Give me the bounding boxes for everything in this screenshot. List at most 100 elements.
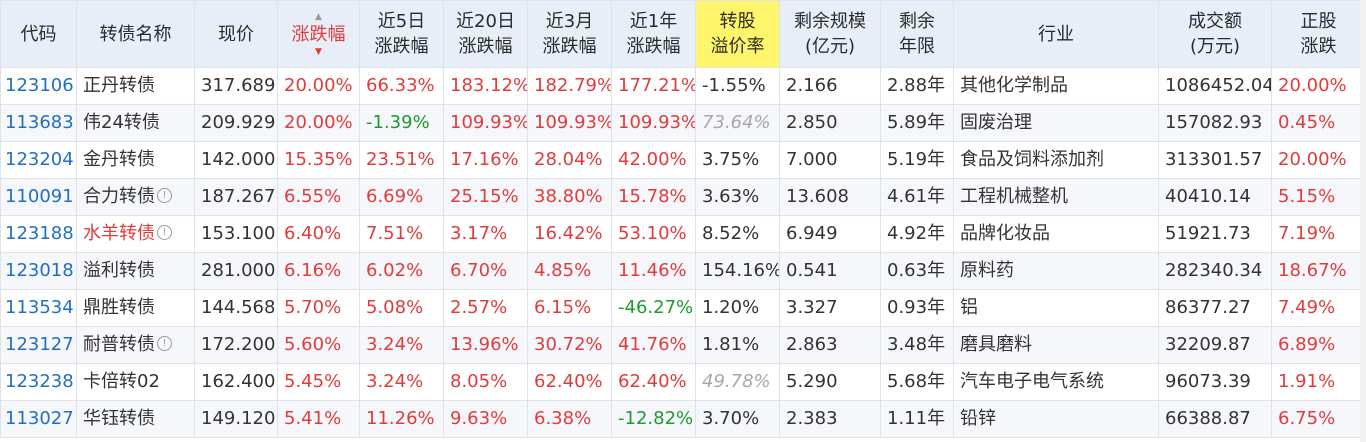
scale-cell-text: 6.949 <box>786 223 838 244</box>
bond-code-link[interactable]: 113027 <box>0 400 77 438</box>
years-cell: 3.48年 <box>880 326 954 364</box>
bond-name[interactable]: 金丹转债 <box>76 141 195 179</box>
bond-name-text[interactable]: 伟24转债 <box>83 112 160 133</box>
premium-cell: -1.55% <box>695 67 780 105</box>
bond-code-link[interactable]: 123106 <box>0 67 77 105</box>
change-3m-cell: 4.85% <box>527 252 612 290</box>
scale-cell-text: 2.850 <box>786 112 838 133</box>
industry-cell-text: 磨具磨料 <box>960 334 1032 355</box>
bond-code-link-text[interactable]: 123238 <box>5 371 74 392</box>
turnover-cell-text: 313301.57 <box>1165 149 1263 170</box>
price-cell: 153.100 <box>194 215 278 253</box>
stock-change-cell: 0.45% <box>1271 104 1366 142</box>
col-header-change[interactable]: ▲ 涨跌幅 ▼ <box>277 0 360 68</box>
bond-code-link[interactable]: 123188 <box>0 215 77 253</box>
col-header-remaining-years[interactable]: 剩余 年限 <box>880 0 954 68</box>
table-row[interactable]: 123238 卡倍转02 162.400 5.45% 3.24% 8.05% 62.40% 6… <box>0 363 1366 401</box>
bond-name[interactable]: 正丹转债 <box>76 67 195 105</box>
col-header-price[interactable]: 现价 <box>194 0 278 68</box>
change-cell: 6.40% <box>277 215 360 253</box>
change-20d-cell-text: 8.05% <box>450 371 508 392</box>
bond-code-link[interactable]: 113683 <box>0 104 77 142</box>
turnover-cell-text: 40410.14 <box>1165 186 1251 207</box>
years-cell-text: 1.11年 <box>887 408 946 429</box>
bond-code-link[interactable]: 113534 <box>0 289 77 327</box>
bond-name-text[interactable]: 卡倍转02 <box>83 371 160 392</box>
bond-name[interactable]: 鼎胜转债 <box>76 289 195 327</box>
col-header-conversion-premium[interactable]: 转股 溢价率 <box>695 0 780 68</box>
industry-cell: 品牌化妆品 <box>953 215 1159 253</box>
bond-code-link-text[interactable]: 123127 <box>5 334 74 355</box>
years-cell-text: 4.92年 <box>887 223 946 244</box>
info-icon[interactable]: ! <box>157 336 172 351</box>
info-icon[interactable]: ! <box>157 225 172 240</box>
premium-cell: 49.78% <box>695 363 780 401</box>
bond-name-text[interactable]: 合力转债 <box>83 186 155 207</box>
change-cell: 20.00% <box>277 104 360 142</box>
bond-name-text[interactable]: 耐普转债 <box>83 334 155 355</box>
bond-name[interactable]: 耐普转债! <box>76 326 195 364</box>
col-header-remaining-scale[interactable]: 剩余规模 (亿元) <box>779 0 881 68</box>
bond-code-link[interactable]: 123127 <box>0 326 77 364</box>
table-row[interactable]: 110091 合力转债! 187.267 6.55% 6.69% 25.15% 38.80%… <box>0 178 1366 216</box>
bond-code-link-text[interactable]: 123018 <box>5 260 74 281</box>
industry-cell-text: 食品及饲料添加剂 <box>960 149 1104 170</box>
bond-code-link[interactable]: 123204 <box>0 141 77 179</box>
bond-name-text[interactable]: 正丹转债 <box>83 75 155 96</box>
stock-change-cell-text: 18.67% <box>1278 260 1347 281</box>
scrollbar-track[interactable] <box>1360 0 1366 442</box>
bond-code-link-text[interactable]: 113027 <box>5 408 74 429</box>
bond-name-text[interactable]: 溢利转债 <box>83 260 155 281</box>
bond-name-text[interactable]: 华钰转债 <box>83 408 155 429</box>
bond-name[interactable]: 卡倍转02 <box>76 363 195 401</box>
bond-name[interactable]: 溢利转债 <box>76 252 195 290</box>
table-row[interactable]: 113683 伟24转债 209.929 20.00% -1.39% 109.93% 109… <box>0 104 1366 142</box>
table-row[interactable]: 123188 水羊转债! 153.100 6.40% 7.51% 3.17% 16.42% 5… <box>0 215 1366 253</box>
bond-code-link-text[interactable]: 110091 <box>5 186 74 207</box>
bond-code-link-text[interactable]: 123204 <box>5 149 74 170</box>
bond-code-link-text[interactable]: 123106 <box>5 75 74 96</box>
col-header-industry[interactable]: 行业 <box>953 0 1159 68</box>
change-5d-cell-text: 3.24% <box>366 371 424 392</box>
col-header-name[interactable]: 转债名称 <box>76 0 195 68</box>
bond-code-link-text[interactable]: 113534 <box>5 297 74 318</box>
table-row[interactable]: 123204 金丹转债 142.000 15.35% 23.51% 17.16% 28.04… <box>0 141 1366 179</box>
stock-change-cell-text: 6.89% <box>1278 334 1336 355</box>
bond-name-text[interactable]: 金丹转债 <box>83 149 155 170</box>
price-cell: 149.120 <box>194 400 278 438</box>
bond-code-link[interactable]: 110091 <box>0 178 77 216</box>
table-row[interactable]: 123106 正丹转债 317.689 20.00% 66.33% 183.12% 182.… <box>0 67 1366 105</box>
scale-cell: 2.166 <box>779 67 881 105</box>
bond-name[interactable]: 水羊转债! <box>76 215 195 253</box>
table-row[interactable]: 113027 华钰转债 149.120 5.41% 11.26% 9.63% 6.38% -1… <box>0 400 1366 438</box>
change-1y-cell-text: 177.21% <box>618 75 696 96</box>
years-cell: 5.89年 <box>880 104 954 142</box>
info-icon[interactable]: ! <box>157 188 172 203</box>
col-header-turnover[interactable]: 成交额 (万元) <box>1158 0 1272 68</box>
col-header-5d-change[interactable]: 近5日 涨跌幅 <box>359 0 444 68</box>
bond-code-link[interactable]: 123238 <box>0 363 77 401</box>
scale-cell-text: 0.541 <box>786 260 838 281</box>
bond-name[interactable]: 华钰转债 <box>76 400 195 438</box>
change-20d-cell: 25.15% <box>443 178 528 216</box>
change-cell-text: 5.70% <box>284 297 342 318</box>
table-row[interactable]: 123018 溢利转债 281.000 6.16% 6.02% 6.70% 4.85% 11.… <box>0 252 1366 290</box>
col-header-code[interactable]: 代码 <box>0 0 77 68</box>
bond-name[interactable]: 伟24转债 <box>76 104 195 142</box>
col-header-3m-change[interactable]: 近3月 涨跌幅 <box>527 0 612 68</box>
table-row[interactable]: 123127 耐普转债! 172.200 5.60% 3.24% 13.96% 30.72%… <box>0 326 1366 364</box>
change-5d-cell-text: 7.51% <box>366 223 424 244</box>
years-cell: 2.88年 <box>880 67 954 105</box>
col-header-1y-change[interactable]: 近1年 涨跌幅 <box>611 0 696 68</box>
change-3m-cell: 38.80% <box>527 178 612 216</box>
bond-code-link-text[interactable]: 113683 <box>5 112 74 133</box>
bond-code-link[interactable]: 123018 <box>0 252 77 290</box>
bond-code-link-text[interactable]: 123188 <box>5 223 74 244</box>
bond-name-text[interactable]: 鼎胜转债 <box>83 297 155 318</box>
bond-name-text[interactable]: 水羊转债 <box>83 223 155 244</box>
bond-name[interactable]: 合力转债! <box>76 178 195 216</box>
table-row[interactable]: 113534 鼎胜转债 144.568 5.70% 5.08% 2.57% 6.15% -46… <box>0 289 1366 327</box>
stock-change-cell-text: 1.91% <box>1278 371 1336 392</box>
col-header-20d-change[interactable]: 近20日 涨跌幅 <box>443 0 528 68</box>
col-header-stock-change[interactable]: 正股 涨跌 <box>1271 0 1366 68</box>
